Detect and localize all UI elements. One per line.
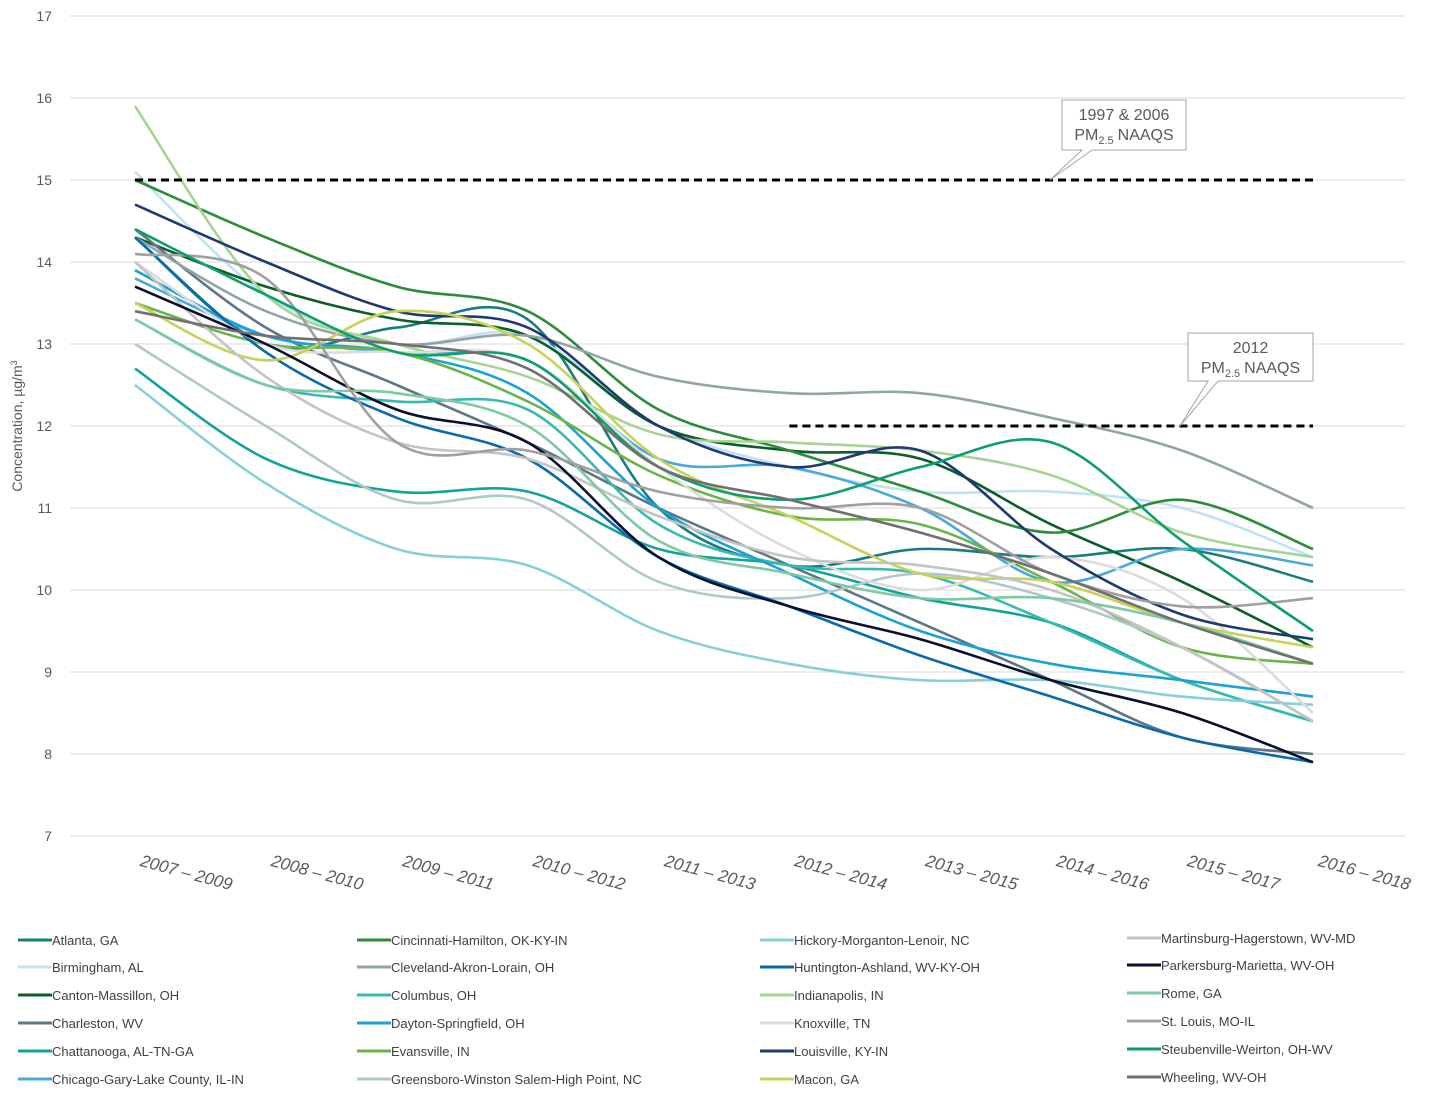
callout-pm: PM xyxy=(1201,360,1225,377)
legend-label: St. Louis, MO-IL xyxy=(1161,1014,1255,1029)
legend-label: Macon, GA xyxy=(794,1072,859,1087)
series-line xyxy=(134,269,1314,698)
x-tick-label: 2012 – 2014 xyxy=(792,851,889,894)
legend-label: Hickory-Morganton-Lenoir, NC xyxy=(794,933,970,948)
legend-label: Dayton-Springfield, OH xyxy=(391,1016,525,1031)
legend-label: Knoxville, TN xyxy=(794,1016,870,1031)
callout-sub: 2.5 xyxy=(1098,135,1113,147)
series-line xyxy=(134,261,1314,723)
y-tick-label: 15 xyxy=(36,172,52,188)
legend-label: Indianapolis, IN xyxy=(794,988,884,1003)
callout-box xyxy=(1049,99,1187,181)
legend-label: Huntington-Ashland, WV-KY-OH xyxy=(794,960,980,975)
callout-line1: 1997 & 2006 xyxy=(1079,107,1170,124)
series-line xyxy=(134,252,1314,609)
series-line xyxy=(134,228,1314,633)
series-line xyxy=(134,301,1314,666)
legend-label: Wheeling, WV-OH xyxy=(1161,1070,1266,1085)
callout-box xyxy=(1179,332,1314,427)
y-tick-label: 11 xyxy=(37,500,52,516)
series-line xyxy=(134,318,1314,723)
y-tick-label: 9 xyxy=(44,664,52,680)
y-axis-label: Concentration, µg/m3 xyxy=(9,360,25,491)
legend-label: Cleveland-Akron-Lorain, OH xyxy=(391,960,554,975)
legend-label: Cincinnati-Hamilton, OK-KY-IN xyxy=(391,933,568,948)
series-line xyxy=(134,236,1314,764)
x-tick-label: 2015 – 2017 xyxy=(1184,851,1282,894)
x-tick-label: 2007 – 2009 xyxy=(137,851,235,894)
legend-label: Louisville, KY-IN xyxy=(794,1044,888,1059)
x-tick-label: 2014 – 2016 xyxy=(1054,851,1152,894)
y-axis-label-text: Concentration, µg/m xyxy=(9,365,25,491)
x-tick-label: 2016 – 2018 xyxy=(1315,851,1413,894)
y-tick-label: 10 xyxy=(36,582,52,598)
callout-pm: PM xyxy=(1074,127,1098,144)
x-tick-label: 2009 – 2011 xyxy=(400,851,496,894)
legend-label: Greensboro-Winston Salem-High Point, NC xyxy=(391,1072,642,1087)
series-line xyxy=(134,170,1314,559)
callout-line2: PM2.5 NAAQS xyxy=(1201,360,1300,380)
y-tick-label: 13 xyxy=(36,336,52,352)
legend-label: Birmingham, AL xyxy=(52,960,144,975)
series-line xyxy=(134,309,1314,666)
y-tick-label: 14 xyxy=(36,254,52,270)
legend-label: Rome, GA xyxy=(1161,986,1222,1001)
x-tick-label: 2008 – 2010 xyxy=(268,851,366,894)
series-line xyxy=(134,236,1314,510)
series-line xyxy=(134,236,1314,649)
y-tick-label: 17 xyxy=(36,8,52,24)
legend-label: Atlanta, GA xyxy=(52,933,119,948)
callout-rest: NAAQS xyxy=(1244,360,1300,377)
y-tick-label: 8 xyxy=(44,746,52,762)
series-line xyxy=(134,342,1314,723)
callout-line2: PM2.5 NAAQS xyxy=(1074,127,1173,147)
x-tick-label: 2013 – 2015 xyxy=(923,851,1021,894)
series-line xyxy=(134,260,1314,714)
series-line xyxy=(134,178,1314,551)
callout-line1: 2012 xyxy=(1233,340,1269,357)
series-line xyxy=(134,285,1314,764)
legend-label: Charleston, WV xyxy=(52,1016,143,1031)
legend-label: Parkersburg-Marietta, WV-OH xyxy=(1161,958,1334,973)
y-tick-label: 12 xyxy=(36,418,52,434)
legend-label: Canton-Massillon, OH xyxy=(52,988,179,1003)
x-tick-label: 2011 – 2013 xyxy=(662,851,759,894)
series-line xyxy=(134,236,1314,584)
y-tick-label: 16 xyxy=(36,90,52,106)
series-line xyxy=(134,318,1314,666)
series-line xyxy=(133,105,1314,559)
callout-sub: 2.5 xyxy=(1225,368,1240,380)
y-axis-label-sup: 3 xyxy=(9,360,19,365)
series-line xyxy=(134,203,1314,641)
legend-label: Chattanooga, AL-TN-GA xyxy=(52,1044,194,1059)
series-line xyxy=(134,228,1314,756)
series-line xyxy=(134,367,1314,723)
y-tick-label: 7 xyxy=(44,828,52,844)
x-tick-label: 2010 – 2012 xyxy=(530,851,628,894)
legend-label: Columbus, OH xyxy=(391,988,476,1003)
callout-rest: NAAQS xyxy=(1118,127,1174,144)
legend-label: Steubenville-Weirton, OH-WV xyxy=(1161,1042,1333,1057)
series-line xyxy=(134,383,1314,707)
legend-label: Evansville, IN xyxy=(391,1044,470,1059)
legend-label: Martinsburg-Hagerstown, WV-MD xyxy=(1161,931,1355,946)
legend-label: Chicago-Gary-Lake County, IL-IN xyxy=(52,1072,244,1087)
